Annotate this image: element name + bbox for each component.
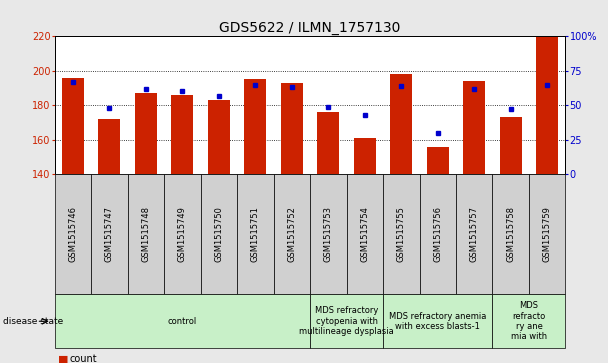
Text: GSM1515756: GSM1515756	[434, 206, 442, 262]
Bar	[463, 81, 485, 174]
Bar	[244, 79, 266, 174]
Text: disease state: disease state	[3, 317, 63, 326]
Text: control: control	[168, 317, 197, 326]
Text: MDS
refracto
ry ane
mia with: MDS refracto ry ane mia with	[511, 301, 547, 341]
Bar	[427, 147, 449, 174]
Text: GSM1515754: GSM1515754	[361, 206, 369, 262]
Bar	[281, 83, 303, 174]
Bar	[500, 117, 522, 174]
Text: count: count	[70, 354, 97, 363]
Text: ■: ■	[58, 354, 68, 363]
Title: GDS5622 / ILMN_1757130: GDS5622 / ILMN_1757130	[219, 21, 401, 35]
Text: GSM1515758: GSM1515758	[506, 206, 515, 262]
Text: MDS refractory anemia
with excess blasts-1: MDS refractory anemia with excess blasts…	[389, 311, 486, 331]
Bar	[98, 119, 120, 174]
Text: MDS refractory
cytopenia with
multilineage dysplasia: MDS refractory cytopenia with multilinea…	[299, 306, 394, 336]
Text: GSM1515753: GSM1515753	[324, 206, 333, 262]
Bar	[390, 74, 412, 174]
Bar	[135, 93, 157, 174]
Bar	[317, 112, 339, 174]
Bar	[171, 95, 193, 174]
Text: GSM1515747: GSM1515747	[105, 206, 114, 262]
Bar	[536, 36, 558, 174]
Text: GSM1515748: GSM1515748	[142, 206, 150, 262]
Text: GSM1515755: GSM1515755	[397, 206, 406, 262]
Bar	[208, 100, 230, 174]
Bar	[354, 138, 376, 174]
Text: GSM1515752: GSM1515752	[288, 206, 296, 262]
Text: GSM1515751: GSM1515751	[251, 206, 260, 262]
Text: GSM1515746: GSM1515746	[69, 206, 77, 262]
Text: GSM1515759: GSM1515759	[543, 206, 551, 262]
Bar	[62, 78, 84, 174]
Text: GSM1515757: GSM1515757	[470, 206, 478, 262]
Text: GSM1515749: GSM1515749	[178, 206, 187, 262]
Text: GSM1515750: GSM1515750	[215, 206, 223, 262]
